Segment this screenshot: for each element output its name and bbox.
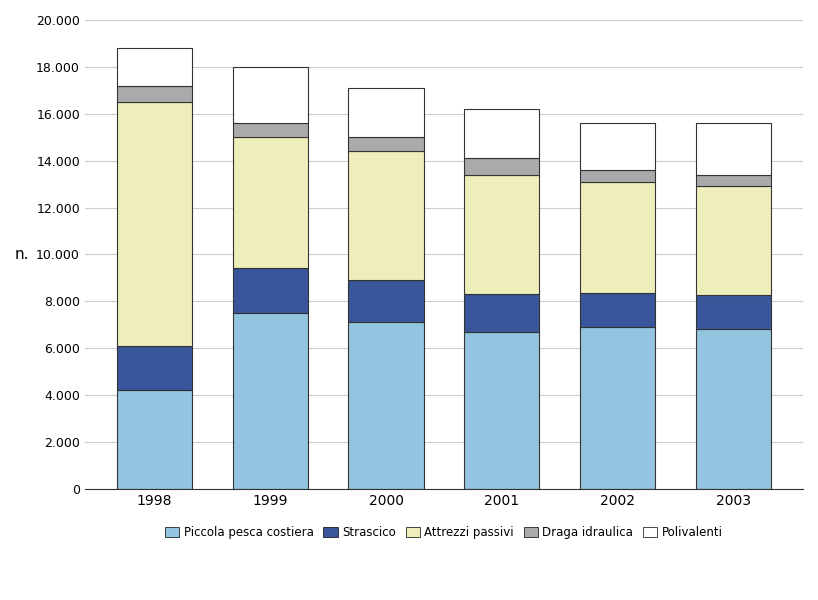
Bar — [580, 182, 655, 293]
Bar — [464, 294, 540, 332]
Bar — [696, 187, 771, 295]
Bar — [348, 280, 424, 322]
Bar — [232, 67, 308, 123]
Bar — [580, 170, 655, 182]
Bar — [696, 123, 771, 175]
Bar — [348, 322, 424, 489]
Bar — [348, 137, 424, 151]
Bar — [696, 175, 771, 187]
Bar — [696, 295, 771, 329]
Bar — [232, 137, 308, 268]
Y-axis label: n.: n. — [15, 247, 29, 262]
Bar — [464, 158, 540, 175]
Bar — [464, 109, 540, 158]
Bar — [696, 329, 771, 489]
Bar — [348, 88, 424, 137]
Bar — [117, 48, 192, 86]
Bar — [117, 391, 192, 489]
Bar — [580, 293, 655, 327]
Bar — [117, 346, 192, 391]
Bar — [117, 86, 192, 102]
Bar — [232, 268, 308, 313]
Bar — [580, 327, 655, 489]
Bar — [464, 175, 540, 294]
Bar — [464, 332, 540, 489]
Bar — [580, 123, 655, 170]
Bar — [232, 313, 308, 489]
Bar — [232, 123, 308, 137]
Bar — [117, 102, 192, 346]
Legend: Piccola pesca costiera, Strascico, Attrezzi passivi, Draga idraulica, Polivalent: Piccola pesca costiera, Strascico, Attre… — [160, 521, 727, 544]
Bar — [348, 151, 424, 280]
